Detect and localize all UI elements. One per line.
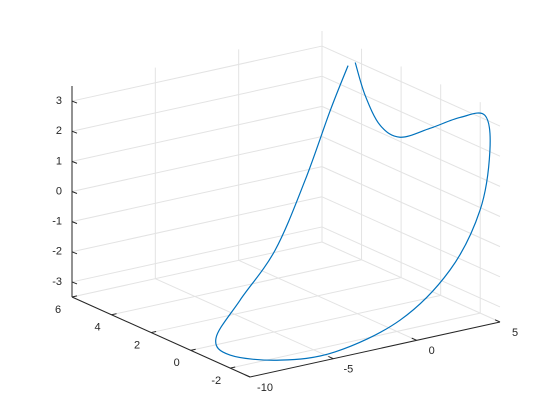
z-tick xyxy=(71,281,78,285)
data-line xyxy=(215,62,491,361)
z-tick-label: 0 xyxy=(56,185,62,197)
z-tick xyxy=(71,100,78,104)
x-tick-label: 5 xyxy=(512,327,518,339)
grid-line xyxy=(321,226,501,308)
y-tick-label: 4 xyxy=(94,322,100,334)
y-tick xyxy=(190,348,196,351)
grid-line xyxy=(321,166,501,248)
z-tick-label: 1 xyxy=(56,155,62,167)
x-tick xyxy=(328,355,334,360)
x-tick xyxy=(411,337,417,341)
y-tick xyxy=(71,295,78,298)
x-axis xyxy=(249,321,501,378)
grid-line xyxy=(71,75,323,132)
grid-line xyxy=(321,196,501,278)
grid-line xyxy=(321,136,501,217)
grid-line xyxy=(321,241,501,323)
grid-line xyxy=(151,277,402,334)
grid-line xyxy=(71,105,323,162)
grid-line xyxy=(190,294,441,351)
grid-line xyxy=(71,166,323,223)
z-tick xyxy=(71,160,78,164)
z-tick xyxy=(71,130,78,134)
grid-line xyxy=(111,259,362,316)
grid-line xyxy=(321,105,501,187)
grid-line xyxy=(238,259,417,341)
y-tick xyxy=(111,313,117,316)
x-tick xyxy=(494,319,501,323)
grid-line xyxy=(71,136,323,192)
grid-line xyxy=(321,45,501,127)
grid-line xyxy=(321,75,501,157)
grid-line xyxy=(155,278,334,360)
z-tick-label: -1 xyxy=(52,216,62,228)
x-tick xyxy=(244,374,251,378)
grid-line xyxy=(71,196,323,253)
z-tick xyxy=(71,191,78,194)
y-tick xyxy=(151,330,157,334)
grid-line xyxy=(71,45,323,102)
grid-line xyxy=(71,226,323,283)
y-tick-label: 6 xyxy=(55,304,61,316)
grid-line xyxy=(230,312,481,369)
z-tick xyxy=(71,251,78,255)
y-tick xyxy=(230,366,236,369)
z-tick-label: -2 xyxy=(52,246,62,258)
grid-line xyxy=(71,241,323,298)
y-tick-label: 0 xyxy=(174,357,180,369)
y-axis xyxy=(71,296,251,378)
z-tick-label: 3 xyxy=(56,95,62,107)
y-tick-label: 2 xyxy=(134,339,140,351)
x-tick-label: -10 xyxy=(257,382,273,394)
z-tick-label: -3 xyxy=(52,276,62,288)
y-tick-label: -2 xyxy=(211,375,221,387)
x-tick-label: 0 xyxy=(429,345,435,357)
x-tick-label: -5 xyxy=(343,364,353,376)
z-tick-label: 2 xyxy=(56,125,62,137)
z-tick xyxy=(71,221,78,225)
